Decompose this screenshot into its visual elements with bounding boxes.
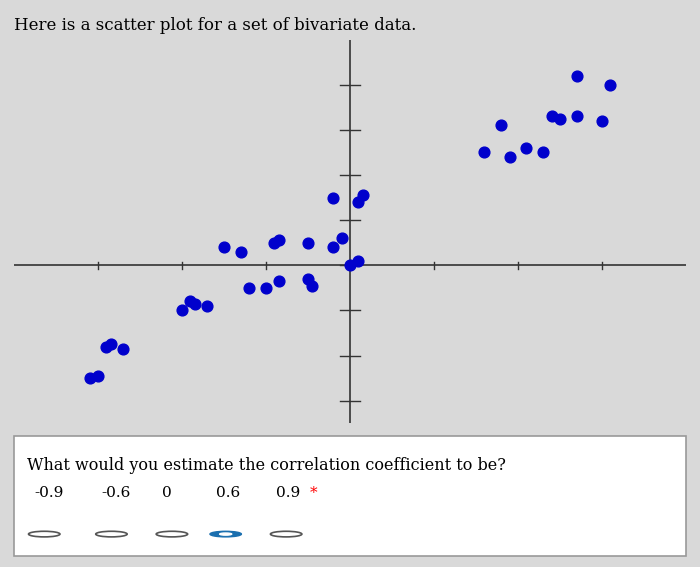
- Point: [105, 340, 116, 349]
- Point: [92, 371, 104, 380]
- Point: [260, 284, 272, 293]
- Point: [302, 274, 314, 284]
- Point: [202, 302, 213, 311]
- Point: [336, 234, 347, 243]
- Text: What would you estimate the correlation coefficient to be?: What would you estimate the correlation …: [27, 458, 506, 475]
- Text: *: *: [309, 486, 317, 500]
- Text: 0.9: 0.9: [276, 486, 300, 500]
- Circle shape: [220, 533, 232, 535]
- Point: [521, 143, 532, 153]
- Point: [302, 238, 314, 247]
- Point: [596, 116, 608, 125]
- Point: [84, 374, 95, 383]
- Point: [218, 243, 230, 252]
- Point: [118, 344, 129, 353]
- Point: [496, 121, 507, 130]
- Point: [357, 191, 368, 200]
- Point: [504, 153, 515, 162]
- Point: [307, 281, 318, 290]
- Text: Here is a scatter plot for a set of bivariate data.: Here is a scatter plot for a set of biva…: [14, 17, 416, 34]
- Text: -0.9: -0.9: [34, 486, 64, 500]
- FancyBboxPatch shape: [14, 436, 686, 556]
- Point: [571, 112, 582, 121]
- Point: [353, 256, 364, 265]
- Point: [244, 284, 255, 293]
- Point: [273, 277, 284, 286]
- Point: [185, 297, 196, 306]
- Point: [189, 299, 200, 308]
- Point: [235, 247, 246, 256]
- Point: [605, 81, 616, 90]
- Point: [328, 243, 339, 252]
- Point: [353, 197, 364, 206]
- Point: [101, 342, 112, 351]
- Point: [273, 236, 284, 245]
- Point: [571, 71, 582, 81]
- Point: [538, 148, 549, 157]
- Text: 0.6: 0.6: [216, 486, 240, 500]
- Point: [479, 148, 490, 157]
- Point: [176, 306, 188, 315]
- Text: -0.6: -0.6: [102, 486, 131, 500]
- Point: [554, 114, 566, 123]
- Circle shape: [210, 531, 242, 537]
- Point: [546, 112, 557, 121]
- Point: [328, 193, 339, 202]
- Point: [344, 261, 356, 270]
- Text: 0: 0: [162, 486, 172, 500]
- Point: [269, 238, 280, 247]
